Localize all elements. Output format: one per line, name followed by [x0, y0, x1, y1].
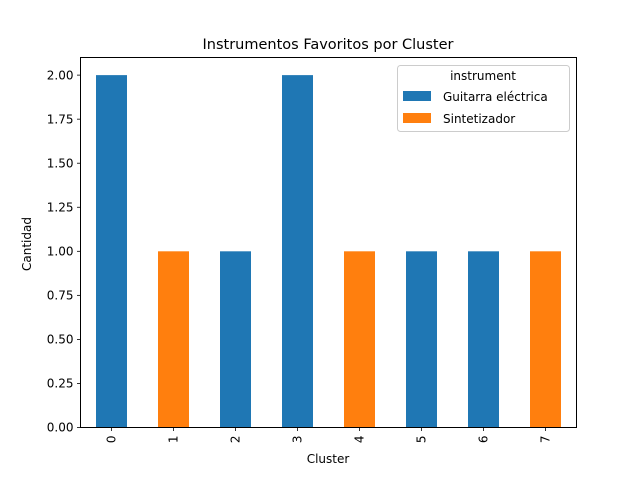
x-axis-label: Cluster — [307, 452, 350, 466]
x-tick-label: 1 — [167, 436, 181, 444]
bar-cluster-2-series-0 — [220, 251, 251, 428]
chart-title: Instrumentos Favoritos por Cluster — [203, 37, 454, 53]
bar-cluster-0-series-0 — [96, 75, 127, 428]
bar-cluster-6-series-0 — [468, 251, 499, 428]
y-tick-label: 0.00 — [47, 421, 74, 435]
x-tick-label: 2 — [229, 436, 243, 444]
plot-area-frame — [80, 57, 577, 428]
y-tick-label: 1.50 — [47, 156, 74, 170]
x-tick-label: 7 — [539, 436, 553, 444]
legend-title: instrument — [450, 69, 516, 83]
legend: instrument Guitarra eléctrica Sintetizad… — [397, 65, 570, 132]
ticks-layer: 0 1 2 3 4 5 6 7 0.00 0.25 0.50 0.75 1.00 1.25 1.50 1.75… — [47, 68, 553, 443]
bar-cluster-3-series-0 — [282, 75, 313, 428]
bars-layer — [96, 75, 561, 428]
legend-swatch-sintetizador — [403, 113, 431, 123]
y-tick-label: 1.75 — [47, 112, 74, 126]
y-tick-label: 1.25 — [47, 200, 74, 214]
legend-frame — [397, 65, 570, 132]
y-tick-label: 1.00 — [47, 245, 74, 259]
x-tick-label: 3 — [291, 436, 305, 444]
bar-cluster-7-series-1 — [530, 251, 561, 428]
y-tick-label: 0.25 — [47, 377, 74, 391]
legend-swatch-guitarra — [403, 91, 431, 101]
y-tick-label: 2.00 — [47, 68, 74, 82]
x-tick-label: 0 — [105, 436, 119, 444]
bar-cluster-5-series-0 — [406, 251, 437, 428]
y-axis-label: Cantidad — [20, 217, 34, 271]
x-tick-label: 4 — [353, 436, 367, 444]
x-tick-label: 6 — [477, 436, 491, 444]
legend-label-guitarra: Guitarra eléctrica — [443, 90, 548, 104]
y-tick-label: 0.50 — [47, 333, 74, 347]
bar-cluster-4-series-1 — [344, 251, 375, 428]
y-tick-label: 0.75 — [47, 289, 74, 303]
legend-label-sintetizador: Sintetizador — [443, 112, 515, 126]
bar-cluster-1-series-1 — [158, 251, 189, 428]
x-tick-label: 5 — [415, 436, 429, 444]
